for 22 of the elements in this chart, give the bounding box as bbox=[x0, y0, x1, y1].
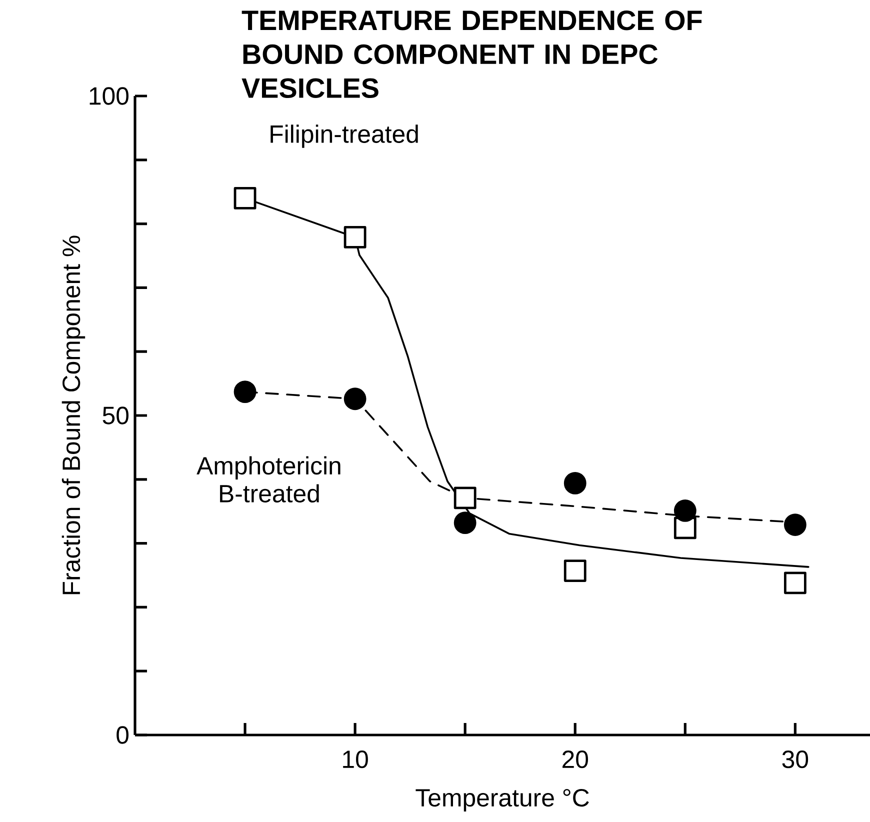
point bbox=[234, 380, 256, 404]
point bbox=[344, 226, 366, 248]
x-axis-title: Temperature °C bbox=[416, 788, 589, 812]
x-tick-label: 20 bbox=[562, 750, 588, 768]
point bbox=[454, 486, 476, 510]
chart-title: TEMPERATURE DEPENDENCE OF BOUND COMPONENT IN DEPC VESICLES bbox=[242, 10, 702, 98]
series-label: Filipin-treated bbox=[270, 124, 418, 148]
point bbox=[564, 560, 586, 582]
point bbox=[454, 512, 476, 534]
y-tick-label: 0 bbox=[116, 726, 129, 744]
x-tick-label: 10 bbox=[343, 750, 368, 768]
point bbox=[674, 500, 696, 522]
point bbox=[784, 514, 806, 536]
point bbox=[344, 388, 366, 410]
point bbox=[784, 572, 806, 594]
x-tick-label: 30 bbox=[782, 750, 808, 768]
y-tick-label: 100 bbox=[90, 87, 128, 105]
y-tick-label: 50 bbox=[102, 406, 128, 424]
point bbox=[234, 187, 256, 210]
series-label: Amphotericin B-treated bbox=[196, 456, 340, 502]
point bbox=[564, 472, 586, 494]
y-axis-title: Fraction of Bound Component % bbox=[62, 236, 86, 594]
